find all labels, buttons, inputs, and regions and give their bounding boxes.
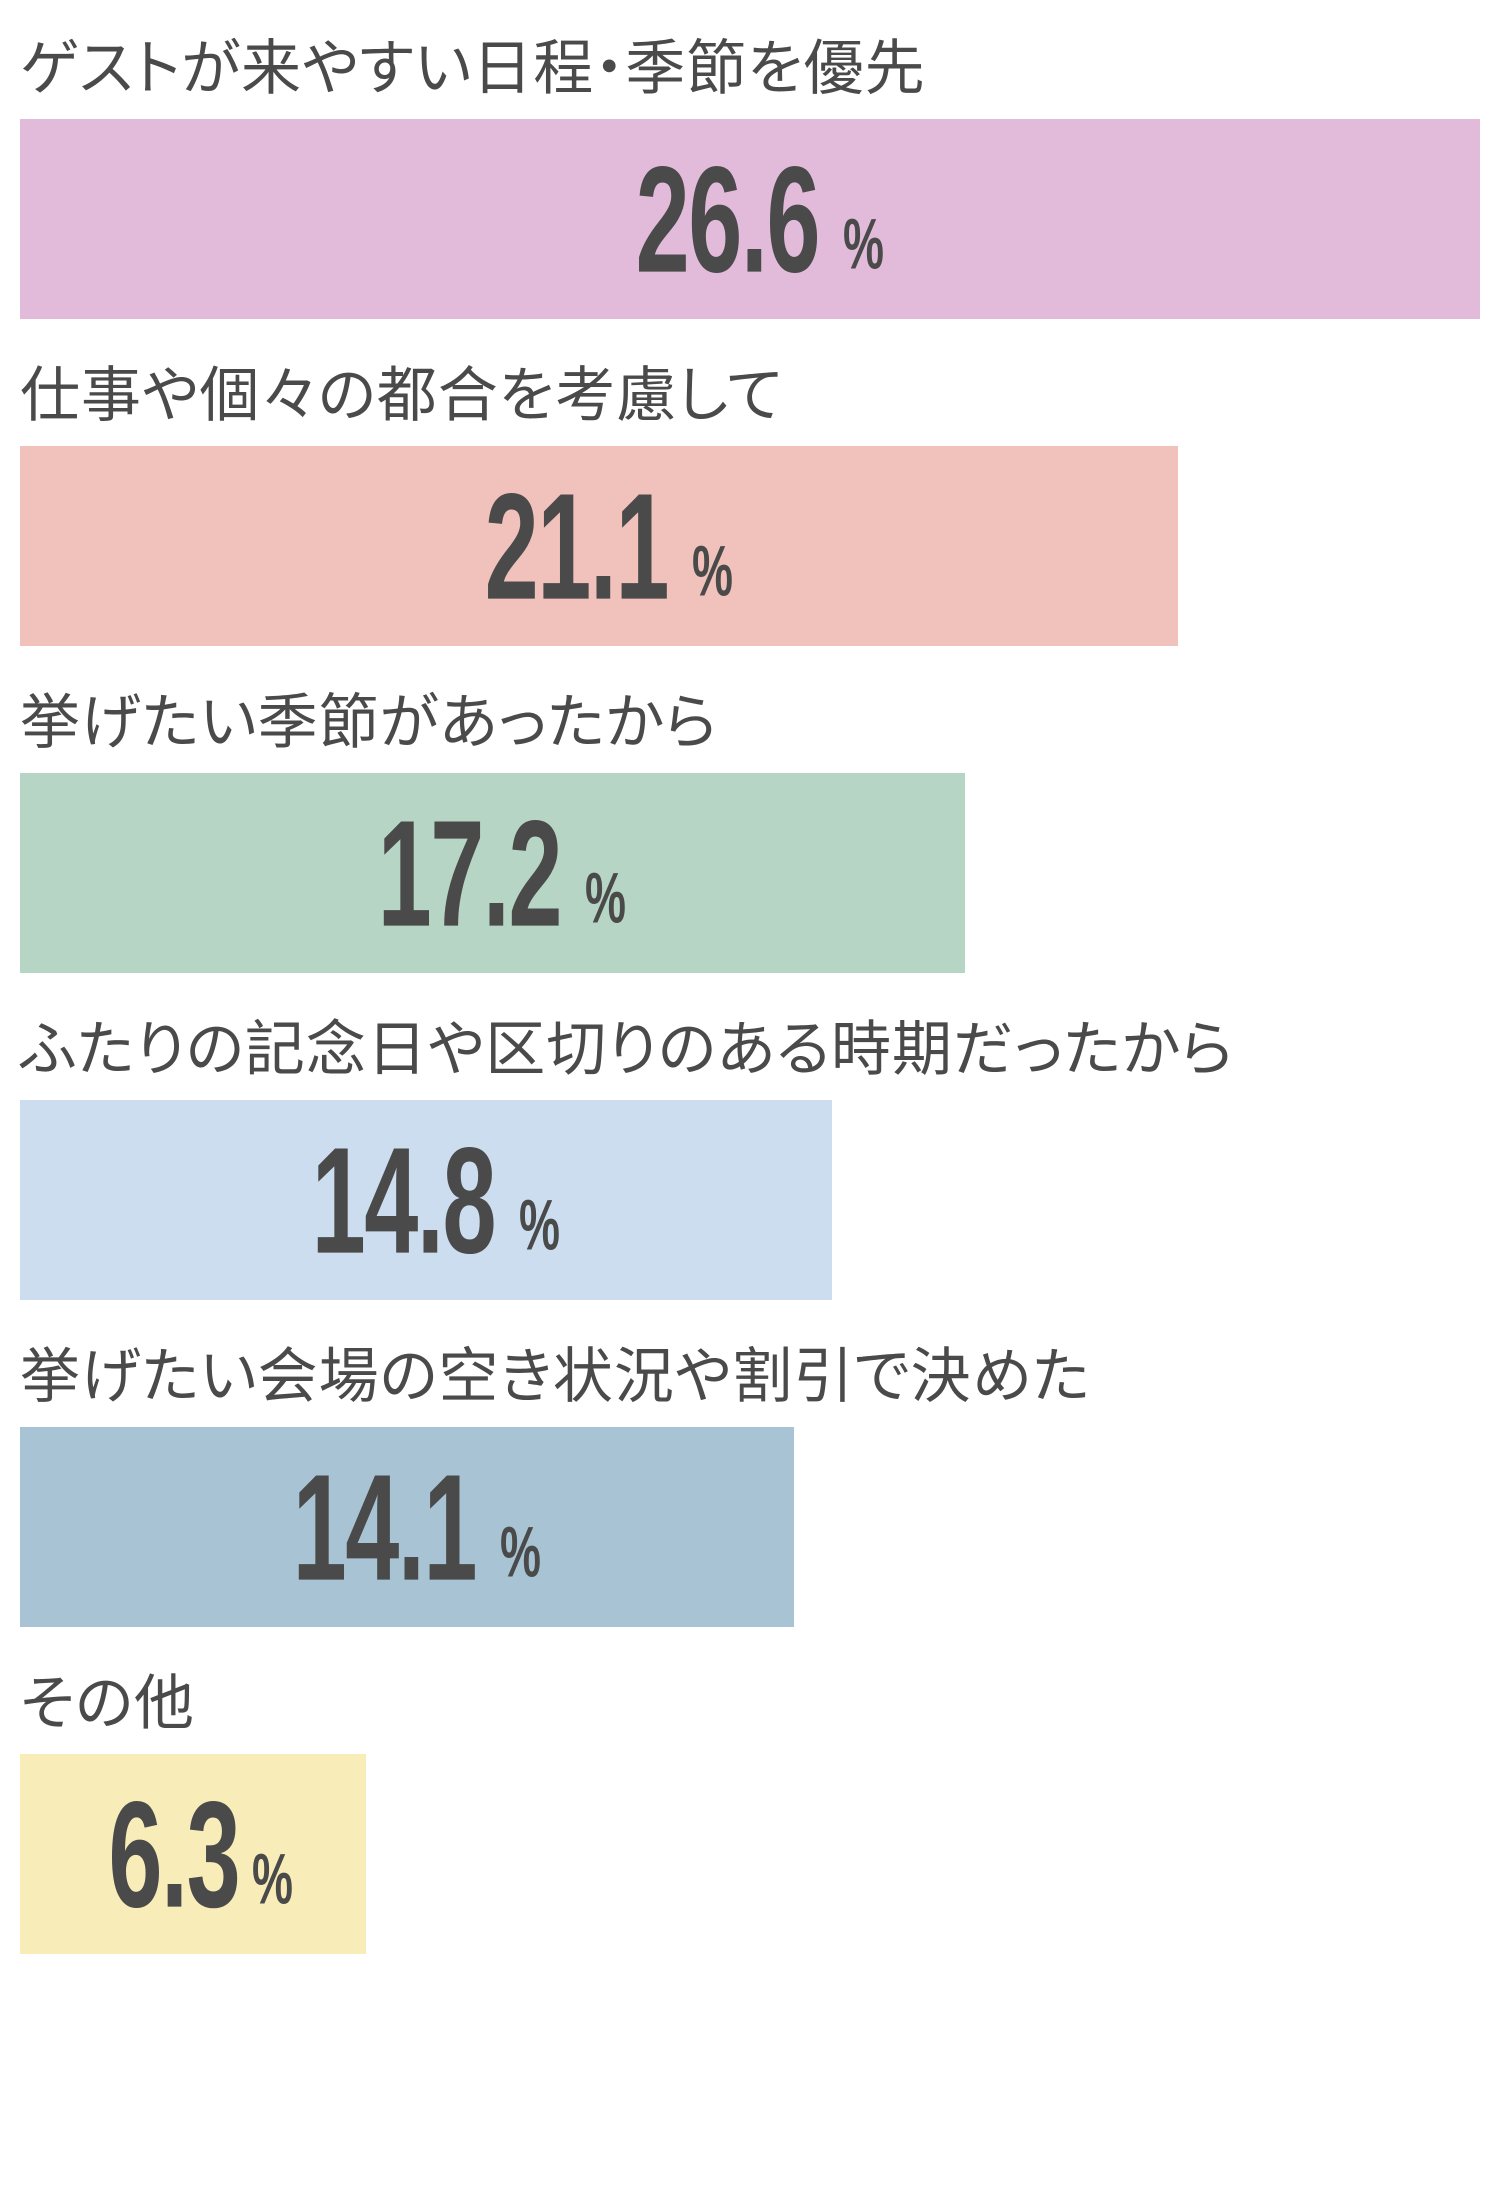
chart-item-bar: 26.6% — [20, 119, 1480, 319]
chart-item-value: 14.8 — [312, 1124, 495, 1275]
chart-item-label: 仕事や個々の都合を考慮して — [20, 347, 1480, 434]
chart-item-label: その他 — [20, 1655, 1480, 1742]
chart-item: ゲストが来やすい日程・季節を優先 26.6% — [20, 20, 1480, 319]
chart-item-value-wrap: 6.3% — [77, 1787, 310, 1922]
percent-symbol: % — [500, 1516, 541, 1588]
chart-item-value-wrap: 21.1% — [449, 479, 749, 614]
percent-symbol: % — [585, 862, 626, 934]
chart-item-value: 17.2 — [378, 797, 561, 948]
chart-item-value: 14.1 — [293, 1451, 476, 1602]
percent-symbol: % — [692, 535, 733, 607]
survey-bar-chart: ゲストが来やすい日程・季節を優先26.6%仕事や個々の都合を考慮して21.1%挙… — [20, 20, 1480, 1954]
percent-symbol: % — [843, 208, 884, 280]
chart-item: 仕事や個々の都合を考慮して 21.1% — [20, 347, 1480, 646]
chart-item-label: 挙げたい会場の空き状況や割引で決めた — [20, 1328, 1480, 1415]
chart-item-bar: 14.1% — [20, 1427, 794, 1627]
chart-item-label: 挙げたい季節があったから — [20, 674, 1480, 761]
chart-item-value: 6.3 — [108, 1778, 239, 1929]
chart-item: その他 6.3% — [20, 1655, 1480, 1954]
chart-item-bar: 21.1% — [20, 446, 1178, 646]
chart-item-value-wrap: 14.8% — [276, 1133, 576, 1268]
chart-item-bar: 6.3% — [20, 1754, 366, 1954]
chart-item-value: 26.6 — [636, 143, 819, 294]
chart-item-value-wrap: 17.2% — [342, 806, 642, 941]
chart-item-value-wrap: 26.6% — [600, 152, 900, 287]
chart-item-value: 21.1 — [485, 470, 668, 621]
chart-item-label: ゲストが来やすい日程・季節を優先 — [20, 20, 1480, 107]
percent-symbol: % — [519, 1189, 560, 1261]
chart-item-bar: 17.2% — [20, 773, 965, 973]
chart-item: 挙げたい会場の空き状況や割引で決めた 14.1% — [20, 1328, 1480, 1627]
chart-item-value-wrap: 14.1% — [257, 1460, 557, 1595]
chart-item-bar: 14.8% — [20, 1100, 832, 1300]
percent-symbol: % — [252, 1843, 293, 1915]
chart-item: 挙げたい季節があったから 17.2% — [20, 674, 1480, 973]
chart-item-label: ふたりの記念日や区切りのある時期だったから — [20, 1001, 1480, 1088]
chart-item: ふたりの記念日や区切りのある時期だったから 14.8% — [20, 1001, 1480, 1300]
